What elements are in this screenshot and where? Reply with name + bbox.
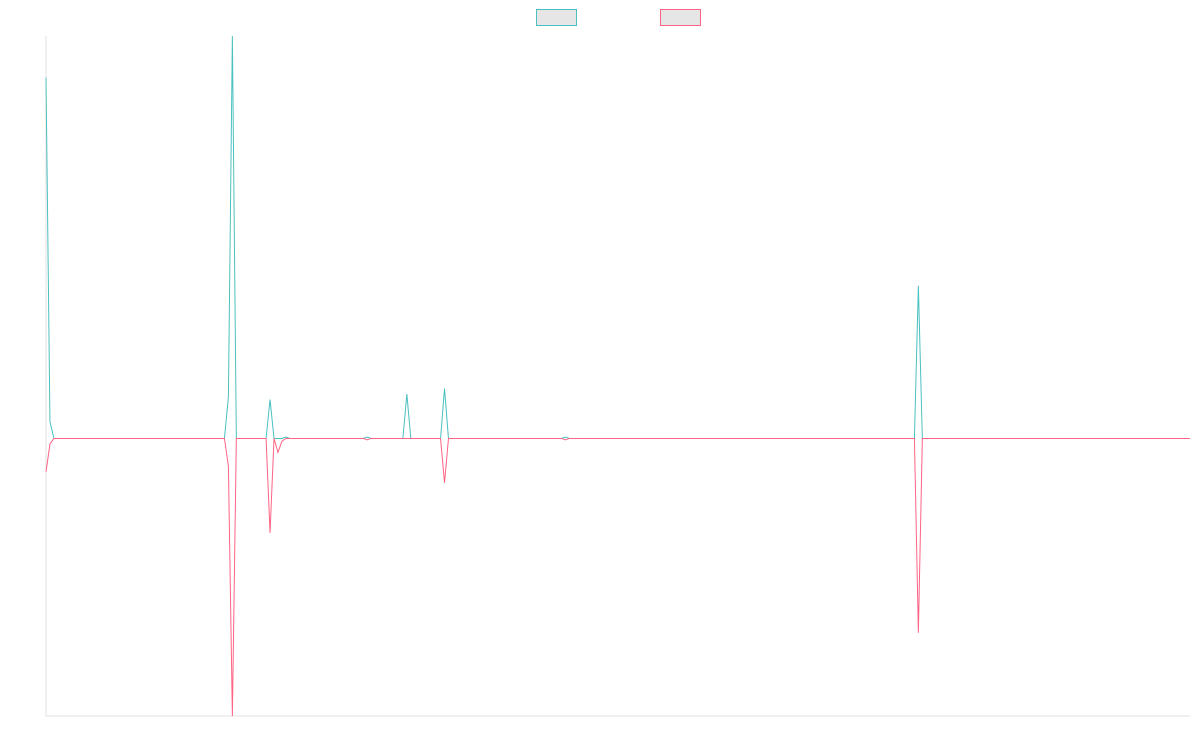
legend[interactable]: [536, 9, 701, 26]
legend-swatch-series-1[interactable]: [536, 9, 577, 26]
series-2-line[interactable]: [45, 437, 1190, 717]
legend-swatch-series-2[interactable]: [660, 9, 701, 26]
series-layer: [45, 35, 1190, 717]
series-1-line[interactable]: [45, 35, 1190, 439]
